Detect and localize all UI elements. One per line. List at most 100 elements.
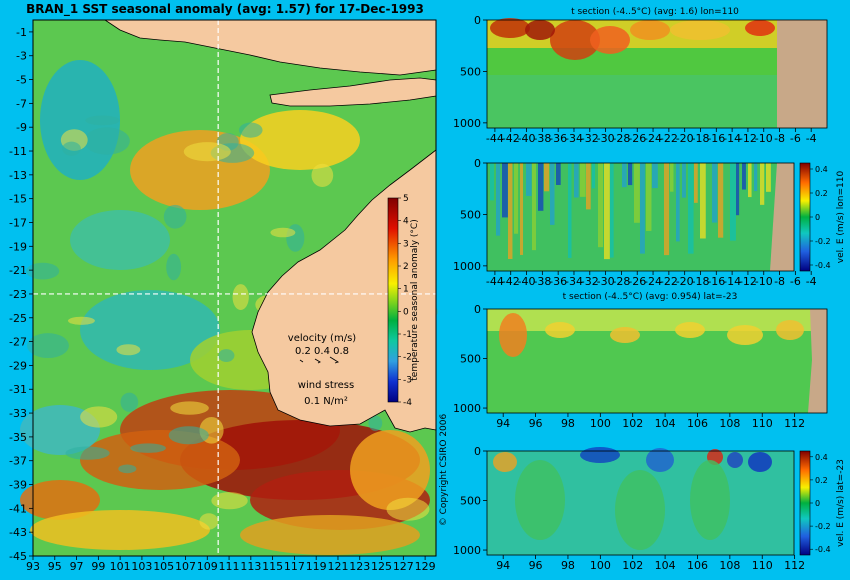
map-x-tick-label: 119 xyxy=(306,560,327,573)
p2-x-tick-label: -14 xyxy=(723,275,741,288)
anomaly-eddy xyxy=(270,227,296,238)
map-x-tick-label: 123 xyxy=(349,560,370,573)
map-y-tick-label: -19 xyxy=(9,240,27,253)
p2-velocity-band xyxy=(556,163,561,185)
p2-colorbar-tick-label: 0 xyxy=(815,213,820,222)
wind-legend-value: 0.1 N/m² xyxy=(304,396,348,407)
p2-y-tick-label: 500 xyxy=(460,208,481,221)
anomaly-blob xyxy=(80,430,240,490)
p3-y-tick-label: 500 xyxy=(460,353,481,366)
vel-section-lat-frame xyxy=(486,450,795,556)
p2-velocity-band xyxy=(544,163,550,192)
p1-x-tick-label: -10 xyxy=(755,132,773,145)
p1-warm-patch xyxy=(590,26,630,54)
land-indonesia xyxy=(103,19,437,76)
map-y-tick-label: -41 xyxy=(9,502,27,515)
vel-section-lon-colorbar-label: vel. E (m/s) lon=110 xyxy=(836,171,846,264)
map-colorbar-tick-label: -3 xyxy=(403,375,412,385)
p2-velocity-band xyxy=(508,163,513,260)
p1-x-tick-label: -28 xyxy=(612,132,630,145)
map-colorbar-tick-label: 1 xyxy=(403,285,409,295)
anomaly-eddy xyxy=(65,446,110,460)
p3-x-tick-label: 98 xyxy=(561,417,575,430)
p4-velocity-patch xyxy=(515,460,565,540)
p3-y-tick-label: 1000 xyxy=(453,402,481,415)
map-x-tick-label: 127 xyxy=(393,560,414,573)
p3-x-tick-label: 108 xyxy=(719,417,740,430)
p3-x-tick-label: 102 xyxy=(622,417,643,430)
p2-x-tick-label: -30 xyxy=(597,275,615,288)
map-x-tick-label: 125 xyxy=(371,560,392,573)
map-colorbar-tick-label: 4 xyxy=(403,217,409,227)
map-y-axis: -1 -3 -5 -7 -9 -11 -13 -15 -17 -19 -21 -23 -25 -27 -29… xyxy=(9,26,33,563)
p2-velocity-band xyxy=(676,163,680,242)
p2-x-tick-label: -8 xyxy=(774,275,785,288)
copyright: © Copyright CSIRO 2006 xyxy=(439,414,449,527)
anomaly-blob xyxy=(70,210,170,270)
p2-velocity-band xyxy=(568,163,572,258)
p2-velocity-band xyxy=(538,163,544,211)
velocity-legend-title: velocity (m/s) xyxy=(288,333,356,344)
p2-colorbar-tick-label: -0.2 xyxy=(815,237,831,246)
p4-colorbar-tick-label: 0.2 xyxy=(815,476,828,485)
p4-velocity-patch xyxy=(646,448,674,472)
wind-legend-title: wind stress xyxy=(298,380,354,391)
velocity-legend-arrows xyxy=(299,356,340,364)
p1-y-tick-label: 0 xyxy=(474,14,481,27)
map-x-tick-label: 115 xyxy=(262,560,283,573)
p4-velocity-patch xyxy=(493,452,517,472)
map-x-tick-label: 117 xyxy=(284,560,305,573)
anomaly-eddy xyxy=(311,163,334,188)
p1-y-tick-label: 500 xyxy=(460,65,481,78)
map-x-tick-label: 121 xyxy=(327,560,348,573)
p2-velocity-band xyxy=(520,163,524,255)
p4-x-tick-label: 94 xyxy=(496,559,510,572)
p4-x-tick-label: 100 xyxy=(590,559,611,572)
p1-x-tick-label: -34 xyxy=(565,132,583,145)
anomaly-eddy xyxy=(80,406,118,428)
anomaly-eddy xyxy=(238,122,263,138)
anomaly-eddy xyxy=(27,333,69,359)
map-y-tick-label: -17 xyxy=(9,216,27,229)
p1-x-tick-label: -32 xyxy=(581,132,599,145)
map-x-tick-label: 113 xyxy=(240,560,261,573)
t-section-lat-frame xyxy=(486,308,828,414)
p1-x-tick-label: -38 xyxy=(533,132,551,145)
p2-y-tick-label: 0 xyxy=(474,157,481,170)
p2-x-tick-label: -44 xyxy=(486,275,504,288)
map-x-tick-label: 111 xyxy=(219,560,240,573)
p4-velocity-patch xyxy=(727,452,743,468)
anomaly-eddy xyxy=(118,464,137,474)
p4-colorbar-tick-label: -0.4 xyxy=(815,545,831,554)
anomaly-eddy xyxy=(368,415,383,431)
p2-colorbar-tick-label: 0.2 xyxy=(815,189,828,198)
map-x-tick-label: 107 xyxy=(175,560,196,573)
p2-velocity-band xyxy=(514,163,519,234)
p4-x-tick-label: 108 xyxy=(719,559,740,572)
p2-velocity-band xyxy=(700,163,706,239)
p2-x-tick-label: -28 xyxy=(612,275,630,288)
vel-section-lat-colorbar-ticks: 0.4 0.2 0 -0.2 -0.4 xyxy=(810,453,831,554)
p4-velocity-patch xyxy=(690,460,730,540)
p1-x-tick-label: -22 xyxy=(660,132,678,145)
p2-velocity-band xyxy=(706,163,710,234)
t-section-lon-frame xyxy=(486,19,828,129)
p1-x-tick-label: -4 xyxy=(806,132,817,145)
t-section-lon-land xyxy=(777,20,827,128)
p2-x-tick-label: -32 xyxy=(581,275,599,288)
map-y-tick-label: -45 xyxy=(9,550,27,563)
vel-section-lon-land xyxy=(770,163,794,271)
p2-x-tick-label: -18 xyxy=(692,275,710,288)
t-section-lon-title: t section (-4..5°C) (avg: 1.6) lon=110 xyxy=(571,7,739,17)
map-x-tick-label: 103 xyxy=(131,560,152,573)
map-colorbar-tick-label: -4 xyxy=(403,398,412,408)
vel-section-lon-colorbar xyxy=(799,162,811,272)
p2-velocity-band xyxy=(748,163,752,198)
p2-velocity-band xyxy=(712,163,718,223)
map-x-tick-label: 97 xyxy=(70,560,84,573)
p1-x-tick-label: -6 xyxy=(790,132,801,145)
map-x-tick-label: 109 xyxy=(197,560,218,573)
anomaly-eddy xyxy=(67,316,95,325)
map-y-tick-label: -3 xyxy=(16,50,27,63)
